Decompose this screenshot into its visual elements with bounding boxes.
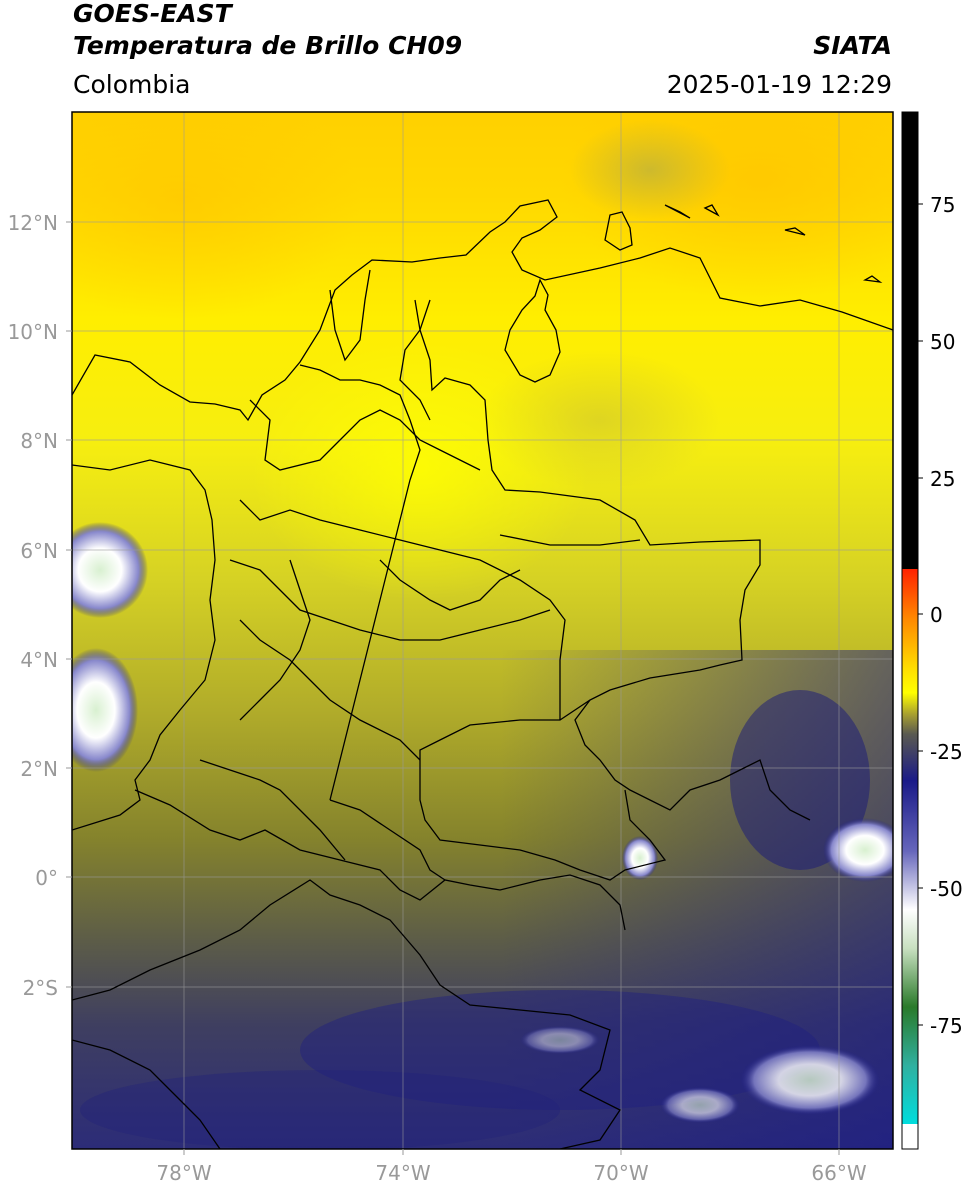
inner-depts-9 — [239, 559, 311, 721]
paraguana — [604, 211, 633, 251]
axis-ticks — [66, 221, 840, 1155]
lat-label-2s: 2°S — [23, 976, 58, 1000]
graticule — [72, 112, 893, 1149]
caribbean-coastline — [72, 199, 893, 422]
meta-guaviare-rivers — [239, 499, 566, 720]
title-line-2: Temperatura de Brillo CH09 — [73, 31, 463, 60]
lat-label-8n: 8°N — [20, 429, 58, 453]
lon-label-78w: 78°W — [156, 1161, 211, 1185]
lat-label-0: 0° — [35, 866, 58, 890]
timestamp-label: 2025-01-19 12:29 — [666, 70, 892, 99]
islands-aruba — [664, 204, 883, 283]
inner-depts-4 — [229, 559, 551, 641]
amazon-boundary — [329, 799, 446, 881]
lon-label-74w: 74°W — [375, 1161, 430, 1185]
southwest-coast — [72, 1039, 221, 1149]
region-label: Colombia — [73, 70, 191, 99]
colorbar-label-0: 0 — [930, 603, 943, 627]
organization-label: SIATA — [813, 31, 892, 60]
venezuela-border — [414, 299, 811, 821]
ecuador-border — [134, 789, 626, 931]
boundaries — [72, 199, 893, 1149]
colorbar-label-75: 75 — [930, 193, 955, 217]
inner-depts-10 — [379, 559, 521, 611]
colorbar-cold-segment — [902, 734, 918, 1124]
colorbar-black-segment — [902, 112, 918, 569]
colorbar-label-25: 25 — [930, 467, 955, 491]
peru-border — [72, 879, 621, 1149]
lat-label-10n: 10°N — [8, 320, 58, 344]
lat-label-12n: 12°N — [8, 211, 58, 235]
colorbar-bottom-segment — [902, 1124, 918, 1149]
lat-label-4n: 4°N — [20, 648, 58, 672]
colorbar-warm-segment — [902, 569, 918, 734]
inner-depts-7 — [399, 299, 431, 421]
colorbar-label-neg25: -25 — [930, 740, 963, 764]
lon-label-70w: 70°W — [593, 1161, 648, 1185]
title-line-1: GOES-EAST — [73, 0, 232, 28]
map-frame — [71, 111, 894, 1150]
lon-label-66w: 66°W — [811, 1161, 866, 1185]
colorbar-label-neg75: -75 — [930, 1014, 963, 1038]
inner-depts-2 — [299, 364, 421, 801]
inner-depts-8 — [499, 534, 641, 546]
brazil-border — [419, 699, 667, 881]
inner-depts-1 — [249, 399, 481, 471]
pacific-coastline — [72, 459, 216, 831]
maracaibo-lake — [504, 278, 561, 383]
inner-depts-3 — [239, 619, 421, 761]
inner-depts-6 — [329, 269, 371, 362]
colorbar: 75 50 25 0 -25 -50 -75 — [901, 111, 963, 1150]
lat-label-6n: 6°N — [20, 539, 58, 563]
colorbar-label-50: 50 — [930, 330, 955, 354]
inner-depts-5 — [199, 759, 346, 861]
colorbar-label-neg50: -50 — [930, 877, 963, 901]
lat-label-2n: 2°N — [20, 757, 58, 781]
brightness-temperature-field — [72, 112, 893, 1149]
